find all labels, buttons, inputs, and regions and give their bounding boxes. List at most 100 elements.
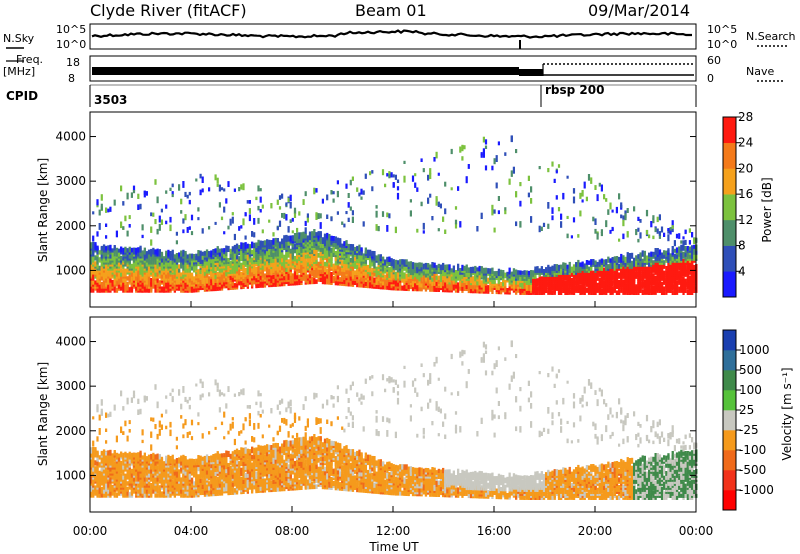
- power-cell: [180, 198, 183, 205]
- power-cell: [268, 250, 271, 256]
- power-cell: [184, 258, 187, 263]
- power-cell: [555, 280, 558, 287]
- power-cell: [315, 259, 318, 264]
- power-cell: [169, 260, 172, 267]
- power-cell: [482, 136, 485, 143]
- colorbar-tick-label: 28: [738, 110, 753, 124]
- power-cell: [122, 269, 125, 275]
- power-cell: [178, 252, 181, 257]
- power-cell: [201, 255, 204, 260]
- power-cell: [613, 271, 616, 277]
- power-cell: [691, 278, 694, 285]
- power-cell: [266, 239, 269, 246]
- power-cell: [285, 234, 288, 242]
- velocity-cell: [145, 470, 149, 476]
- power-cell: [197, 253, 200, 261]
- velocity-cell: [152, 452, 155, 460]
- power-cell: [572, 264, 576, 271]
- power-cell: [92, 211, 95, 215]
- power-cell: [517, 280, 520, 285]
- power-cell: [388, 256, 391, 262]
- power-cell: [210, 278, 213, 284]
- power-cell: [641, 261, 644, 267]
- power-cell: [349, 206, 352, 211]
- power-cell: [238, 245, 241, 250]
- power-cell: [495, 155, 498, 162]
- power-cell: [272, 277, 275, 283]
- power-cell: [281, 251, 284, 257]
- power-cell: [242, 260, 245, 265]
- power-cell: [214, 265, 217, 271]
- velocity-cell: [145, 456, 149, 462]
- velocity-cell: [100, 459, 103, 464]
- power-cell: [141, 224, 144, 231]
- power-cell: [345, 281, 348, 287]
- power-cell: [304, 191, 307, 197]
- power-cell: [141, 250, 144, 255]
- power-cell: [409, 210, 412, 217]
- power-cell: [173, 273, 176, 279]
- power-cell: [274, 255, 277, 263]
- power-cell: [190, 214, 194, 221]
- power-cell: [570, 271, 574, 277]
- power-cell: [351, 216, 354, 223]
- power-cell: [354, 256, 357, 261]
- velocity-cell: [98, 470, 101, 476]
- power-cell: [100, 254, 103, 259]
- velocity-cell: [96, 460, 99, 466]
- power-cell: [242, 242, 245, 249]
- cpid-value-1: 3503: [94, 93, 127, 107]
- velocity-cell: [145, 481, 149, 488]
- power-cell: [678, 250, 681, 257]
- power-cell: [467, 267, 470, 273]
- power-cell: [613, 256, 616, 261]
- power-cell: [448, 267, 451, 275]
- power-cell: [175, 253, 179, 259]
- velocity-cell: [124, 483, 127, 490]
- power-cell: [439, 282, 443, 287]
- power-cell: [336, 263, 340, 270]
- power-cell: [201, 188, 204, 193]
- power-cell: [433, 273, 436, 280]
- power-cell: [255, 251, 258, 258]
- power-cell: [306, 235, 310, 241]
- power-cell: [231, 216, 234, 224]
- power-cell: [665, 275, 668, 283]
- power-cell: [519, 270, 522, 275]
- nsearch-label: N.Search: [746, 30, 796, 43]
- power-cell: [188, 280, 191, 287]
- power-cell: [223, 248, 226, 253]
- power-cell: [208, 187, 211, 192]
- power-cell: [98, 209, 101, 216]
- velocity-cell: [143, 493, 146, 498]
- power-cell: [244, 235, 247, 240]
- power-cell: [253, 274, 256, 281]
- power-cell: [100, 282, 103, 287]
- power-cell: [444, 229, 447, 234]
- power-cell: [381, 169, 385, 176]
- power-cell: [542, 274, 546, 281]
- power-cell: [326, 268, 329, 275]
- velocity-cell: [141, 485, 144, 492]
- power-cell: [620, 261, 623, 267]
- power-cell: [515, 191, 518, 198]
- velocity-cell: [117, 467, 121, 472]
- power-cell: [660, 281, 664, 287]
- power-cell: [658, 231, 661, 236]
- power-cell: [454, 270, 458, 277]
- power-cell: [156, 260, 159, 267]
- power-cell: [624, 275, 627, 281]
- power-cell: [313, 241, 316, 248]
- velocity-cell: [113, 404, 116, 411]
- power-cell: [349, 250, 352, 255]
- power-cell: [270, 275, 273, 282]
- power-cell: [637, 288, 640, 295]
- velocity-cell: [143, 459, 146, 466]
- power-cell: [418, 262, 421, 270]
- power-cell: [399, 285, 402, 291]
- power-cell: [332, 276, 335, 282]
- power-cell: [276, 199, 279, 205]
- velocity-cell: [130, 482, 134, 488]
- power-cell: [600, 281, 604, 287]
- power-cell: [633, 257, 636, 263]
